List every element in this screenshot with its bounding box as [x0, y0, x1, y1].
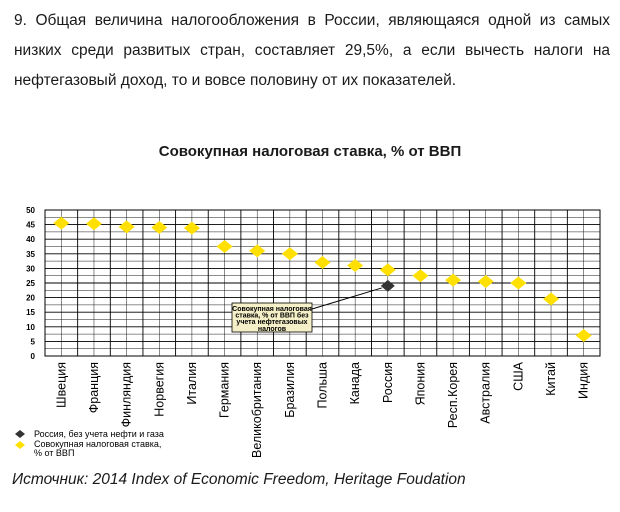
data-point-total-rate	[445, 273, 462, 287]
y-tick-label: 10	[26, 323, 35, 332]
y-tick-label: 25	[26, 279, 35, 288]
annotation-text: ставка, % от ВВП без	[235, 312, 309, 320]
data-point-total-rate	[151, 221, 168, 235]
chart-legend: Россия, без учета нефти и газаСовокупная…	[15, 429, 164, 458]
data-point-total-rate	[249, 244, 266, 258]
data-point-total-rate	[281, 247, 298, 261]
data-point-total-rate	[53, 216, 70, 230]
x-category-label: Респ.Корея	[446, 362, 460, 428]
data-point-total-rate	[543, 292, 560, 306]
data-point-total-rate	[379, 263, 396, 277]
x-category-label: Индия	[577, 362, 591, 399]
x-category-label: Китай	[544, 362, 558, 396]
data-point-total-rate	[575, 329, 592, 343]
chart-title: Совокупная налоговая ставка, % от ВВП	[158, 143, 462, 160]
data-point-total-rate	[347, 258, 364, 272]
y-tick-label: 40	[26, 235, 35, 244]
x-category-label: Германия	[218, 362, 232, 418]
x-category-label: Польша	[316, 362, 330, 408]
data-point-total-rate	[477, 275, 494, 289]
data-point-total-rate	[314, 256, 331, 270]
x-axis-categories: Швеция Франция Финляндия Норвегия Италия Герм…	[54, 361, 590, 458]
x-category-label: Финляндия	[120, 362, 134, 427]
x-category-label: США	[511, 361, 525, 390]
x-category-label: Норвегия	[152, 362, 166, 417]
legend-label-total: Совокупная налоговая ставка,	[34, 439, 161, 449]
x-category-label: Швеция	[54, 362, 68, 408]
data-point-russia-no-oil-gas	[380, 279, 395, 292]
intro-paragraph: 9. Общая величина налогообложения в Росс…	[14, 12, 610, 89]
y-tick-label: 5	[31, 337, 36, 346]
annotation-box	[231, 302, 313, 333]
x-category-label: Япония	[413, 362, 427, 405]
annotation-leader-line	[311, 287, 382, 310]
data-point-total-rate	[118, 220, 135, 234]
x-category-label: Канада	[348, 362, 362, 404]
data-point-total-rate	[216, 240, 233, 253]
annotation-text: Совокупная налоговая	[232, 306, 312, 313]
annotation-text: налогов	[258, 326, 287, 333]
x-category-label: Австралия	[479, 362, 493, 424]
legend-label-russia: Россия, без учета нефти и газа	[34, 429, 164, 439]
data-point-total-rate	[412, 269, 429, 283]
y-tick-label: 35	[26, 250, 35, 259]
x-category-label: Великобритания	[250, 362, 264, 458]
x-category-label: Италия	[185, 362, 199, 405]
chart-grid	[44, 209, 601, 357]
legend-label-total: % от ВВП	[34, 448, 74, 458]
data-point-total-rate	[183, 221, 200, 235]
x-category-label: Франция	[87, 362, 101, 413]
chart-points	[53, 216, 592, 343]
data-point-total-rate	[85, 217, 102, 231]
y-tick-label: 45	[26, 221, 35, 230]
x-category-label: Россия	[381, 362, 395, 403]
legend-black-diamond-icon	[15, 430, 25, 438]
source-citation: Источник: 2014 Index of Economic Freedom…	[12, 471, 466, 488]
x-category-label: Бразилия	[283, 362, 297, 418]
data-point-total-rate	[510, 276, 527, 290]
y-axis-ticks: 0 5 10 15 20 25 30 35 40 45 50	[26, 206, 35, 361]
legend-yellow-diamond-icon	[15, 441, 25, 449]
y-tick-label: 15	[26, 308, 35, 317]
y-tick-label: 50	[26, 206, 35, 215]
annotation-text: учета нефтегазовых	[236, 319, 307, 326]
y-tick-label: 20	[26, 294, 35, 303]
y-tick-label: 0	[31, 352, 36, 361]
y-tick-label: 30	[26, 264, 35, 273]
